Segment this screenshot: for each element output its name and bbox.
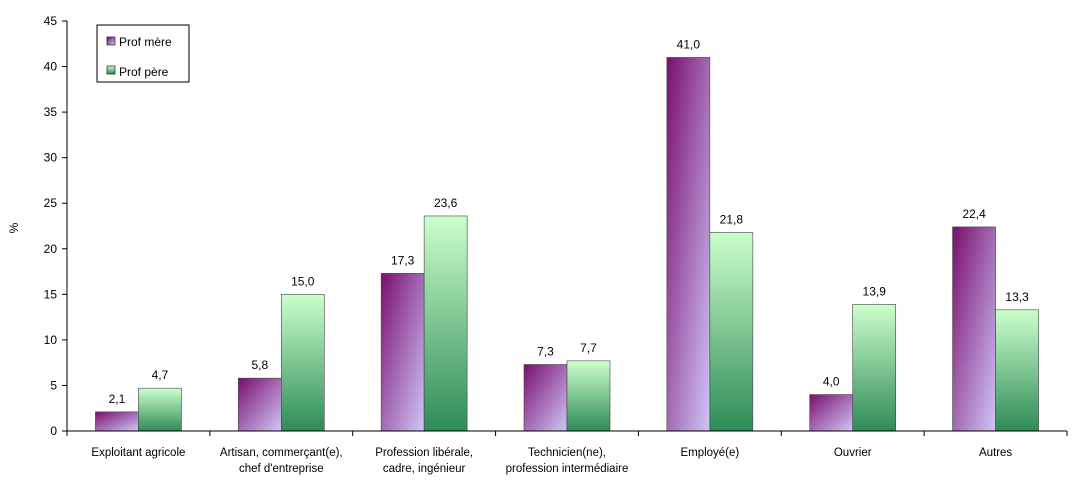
x-category-label: Artisan, commerçant(e), xyxy=(220,447,343,459)
x-category-label: Autres xyxy=(979,447,1012,459)
data-label: 13,3 xyxy=(1005,290,1029,304)
legend-box xyxy=(96,24,190,83)
data-label: 15,0 xyxy=(291,274,315,288)
y-tick-label: 35 xyxy=(44,105,58,119)
y-tick-label: 20 xyxy=(44,242,58,256)
data-label: 7,3 xyxy=(537,344,554,358)
x-axis: Exploitant agricole Artisan, commerçant(e… xyxy=(66,430,1068,475)
bar-prof-mere xyxy=(380,273,425,432)
data-label: 23,6 xyxy=(434,196,458,210)
data-label: 17,3 xyxy=(391,253,415,267)
bar-prof-pere xyxy=(423,215,468,432)
y-tick-label: 25 xyxy=(44,196,58,210)
bar-prof-mere xyxy=(809,394,854,432)
y-tick-label: 45 xyxy=(44,14,58,28)
y-tick-label: 10 xyxy=(44,333,58,347)
bar-prof-pere xyxy=(852,304,897,432)
x-category-label: Profession libérale, xyxy=(375,447,473,459)
bar-prof-mere xyxy=(95,411,139,432)
bar-prof-pere xyxy=(709,232,754,432)
data-labels-group: 2,1 5,8 17,3 7,3 41,0 4,0 22,4 4,7 15,0 23,6 7,7 21… xyxy=(109,37,1029,405)
legend-swatch-prof-pere xyxy=(106,65,116,75)
bar-prof-pere xyxy=(280,294,325,432)
bar-prof-mere xyxy=(237,377,282,432)
bar-prof-mere xyxy=(523,364,568,432)
x-category-label: Employé(e) xyxy=(680,447,739,459)
data-label: 21,8 xyxy=(720,212,744,226)
x-category-label: chef d'entreprise xyxy=(239,463,324,475)
legend-swatch-prof-mere xyxy=(106,36,116,46)
x-category-label: Ouvrier xyxy=(834,447,872,459)
bar-prof-pere xyxy=(566,360,611,432)
bar-prof-pere xyxy=(995,309,1039,432)
x-category-label: Exploitant agricole xyxy=(91,447,185,459)
bar-prof-mere xyxy=(666,57,711,432)
y-axis-title: % xyxy=(7,222,21,233)
x-category-label: profession intermédiaire xyxy=(506,463,629,475)
data-label: 7,7 xyxy=(580,341,597,355)
data-label: 4,0 xyxy=(823,375,840,389)
y-tick-label: 40 xyxy=(44,60,58,74)
legend: Prof mère Prof père xyxy=(96,24,190,83)
bar-prof-pere xyxy=(138,387,182,432)
y-axis: 0 5 10 15 20 25 30 35 40 45 xyxy=(44,14,68,438)
data-label: 13,9 xyxy=(863,284,887,298)
legend-label-prof-pere: Prof père xyxy=(119,65,169,79)
data-label: 41,0 xyxy=(677,37,701,51)
data-label: 22,4 xyxy=(962,207,986,221)
legend-label-prof-mere: Prof mère xyxy=(119,35,172,49)
data-label: 5,8 xyxy=(251,358,268,372)
y-tick-label: 0 xyxy=(50,424,57,438)
data-label: 4,7 xyxy=(152,368,169,382)
x-category-label: Technicien(ne), xyxy=(528,447,606,459)
y-tick-label: 15 xyxy=(44,287,58,301)
bar-prof-mere xyxy=(952,226,996,432)
y-tick-label: 30 xyxy=(44,151,58,165)
data-label: 2,1 xyxy=(109,392,126,406)
y-tick-label: 5 xyxy=(50,378,57,392)
x-category-label: cadre, ingénieur xyxy=(383,463,466,475)
bars-group xyxy=(95,57,1039,432)
